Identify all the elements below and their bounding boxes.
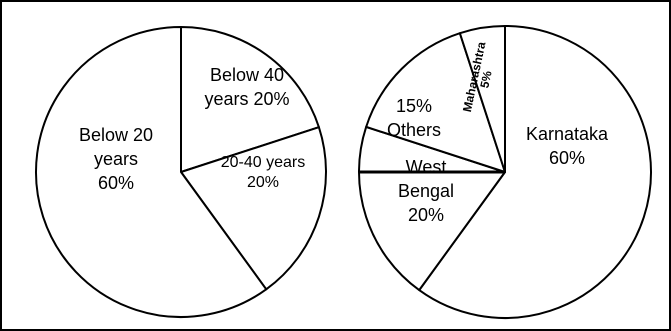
label-karnataka: Karnataka 60%	[526, 124, 609, 168]
slice-below-20-years	[35, 26, 268, 318]
label-others: 15% Others	[387, 96, 441, 140]
label-below-20-years: Below 20 years 60%	[79, 125, 153, 193]
age-pie: Below 40 years 20% 20-40 years 20% Below 20 y…	[35, 26, 327, 318]
state-pie: Karnataka 60%West Bengal 20%15% OthersMahara…	[358, 25, 652, 319]
label-below-40-years: Below 40 years 20%	[204, 65, 289, 109]
slice-20-40-years	[180, 126, 327, 291]
label-20-40-years: 20-40 years 20%	[221, 154, 306, 191]
label-west-bengal: West Bengal 20%	[398, 157, 454, 225]
slice-west-bengal	[358, 125, 506, 292]
slice-maharashtra	[458, 25, 506, 173]
slice-karnataka	[418, 25, 652, 319]
slice-below-40-years	[180, 26, 320, 173]
